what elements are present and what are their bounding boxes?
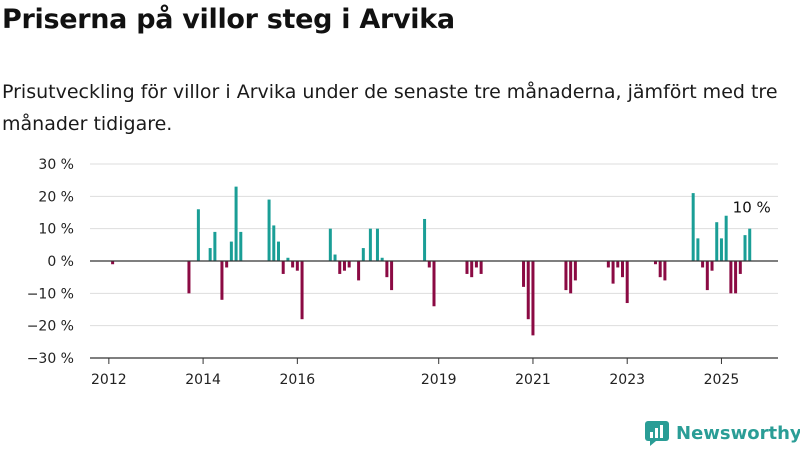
bar xyxy=(385,261,389,278)
x-tick-label: 2019 xyxy=(421,372,457,388)
bar xyxy=(432,261,436,307)
bar xyxy=(710,261,714,271)
y-tick-label: −10 % xyxy=(27,286,74,302)
x-tick-label: 2023 xyxy=(609,372,645,388)
bar xyxy=(281,261,285,274)
bar xyxy=(663,261,667,281)
bar xyxy=(715,222,719,261)
bar xyxy=(526,261,530,320)
y-tick-label: 10 % xyxy=(38,222,74,238)
bar xyxy=(234,186,238,261)
bar xyxy=(380,257,384,261)
bar xyxy=(361,248,365,261)
bar xyxy=(333,254,337,261)
bar xyxy=(291,261,295,268)
bar xyxy=(225,261,229,268)
x-tick-label: 2014 xyxy=(185,372,221,388)
bar xyxy=(375,228,379,261)
y-tick-label: 0 % xyxy=(47,254,74,270)
x-tick-label: 2016 xyxy=(280,372,316,388)
chart-subtitle: Prisutveckling för villor i Arvika under… xyxy=(2,81,778,135)
bar xyxy=(286,257,290,261)
y-tick-label: 30 % xyxy=(38,157,74,173)
x-tick-label: 2025 xyxy=(704,372,740,388)
bar xyxy=(470,261,474,278)
bar xyxy=(208,248,212,261)
bar xyxy=(616,261,620,268)
bar xyxy=(564,261,568,291)
bar xyxy=(738,261,742,274)
bar xyxy=(300,261,304,320)
bar xyxy=(658,261,662,278)
y-tick-label: 20 % xyxy=(38,189,74,205)
bar xyxy=(229,241,233,261)
bar xyxy=(220,261,224,300)
chart-title: Priserna på villor steg i Arvika xyxy=(2,4,455,35)
x-tick-label: 2012 xyxy=(91,372,127,388)
bar xyxy=(474,261,478,268)
bar xyxy=(611,261,615,284)
bar xyxy=(620,261,624,278)
brand-name: Newsworthy xyxy=(676,422,800,444)
bar xyxy=(734,261,738,294)
bar xyxy=(423,218,427,261)
bar xyxy=(691,193,695,261)
newsworthy-logo-icon xyxy=(645,421,669,446)
bar xyxy=(748,228,752,261)
bar xyxy=(653,261,657,265)
bar xyxy=(479,261,483,274)
bar xyxy=(465,261,469,274)
bar xyxy=(187,261,191,294)
brand-logo: Newsworthy xyxy=(644,420,800,446)
bar xyxy=(719,238,723,261)
bar xyxy=(729,261,733,294)
bar xyxy=(701,261,705,268)
bar xyxy=(295,261,299,271)
x-tick-label: 2021 xyxy=(515,372,551,388)
bar xyxy=(342,261,346,271)
bar xyxy=(696,238,700,261)
bar xyxy=(239,231,243,261)
bar xyxy=(569,261,573,294)
bar xyxy=(573,261,577,281)
bar xyxy=(357,261,361,281)
y-tick-label: −30 % xyxy=(27,351,74,367)
y-tick-label: −20 % xyxy=(27,319,74,335)
bar xyxy=(705,261,709,291)
bar xyxy=(272,225,276,261)
bar xyxy=(390,261,394,291)
bar xyxy=(267,199,271,261)
bar xyxy=(743,235,747,261)
bar xyxy=(625,261,629,304)
bar xyxy=(724,215,728,261)
bar xyxy=(531,261,535,336)
bar xyxy=(328,228,332,261)
bar xyxy=(347,261,351,268)
bar-chart: −30 % −20 % −10 % 0 % 10 % 20 % 30 % 2012 2014 2… xyxy=(27,157,778,388)
bar xyxy=(196,209,200,261)
bar xyxy=(427,261,431,268)
bar xyxy=(606,261,610,268)
bar xyxy=(522,261,526,287)
bar xyxy=(276,241,280,261)
bar xyxy=(111,261,115,265)
value-annotation: 10 % xyxy=(733,199,771,217)
bar xyxy=(368,228,372,261)
bar xyxy=(338,261,342,274)
bar xyxy=(213,231,217,261)
